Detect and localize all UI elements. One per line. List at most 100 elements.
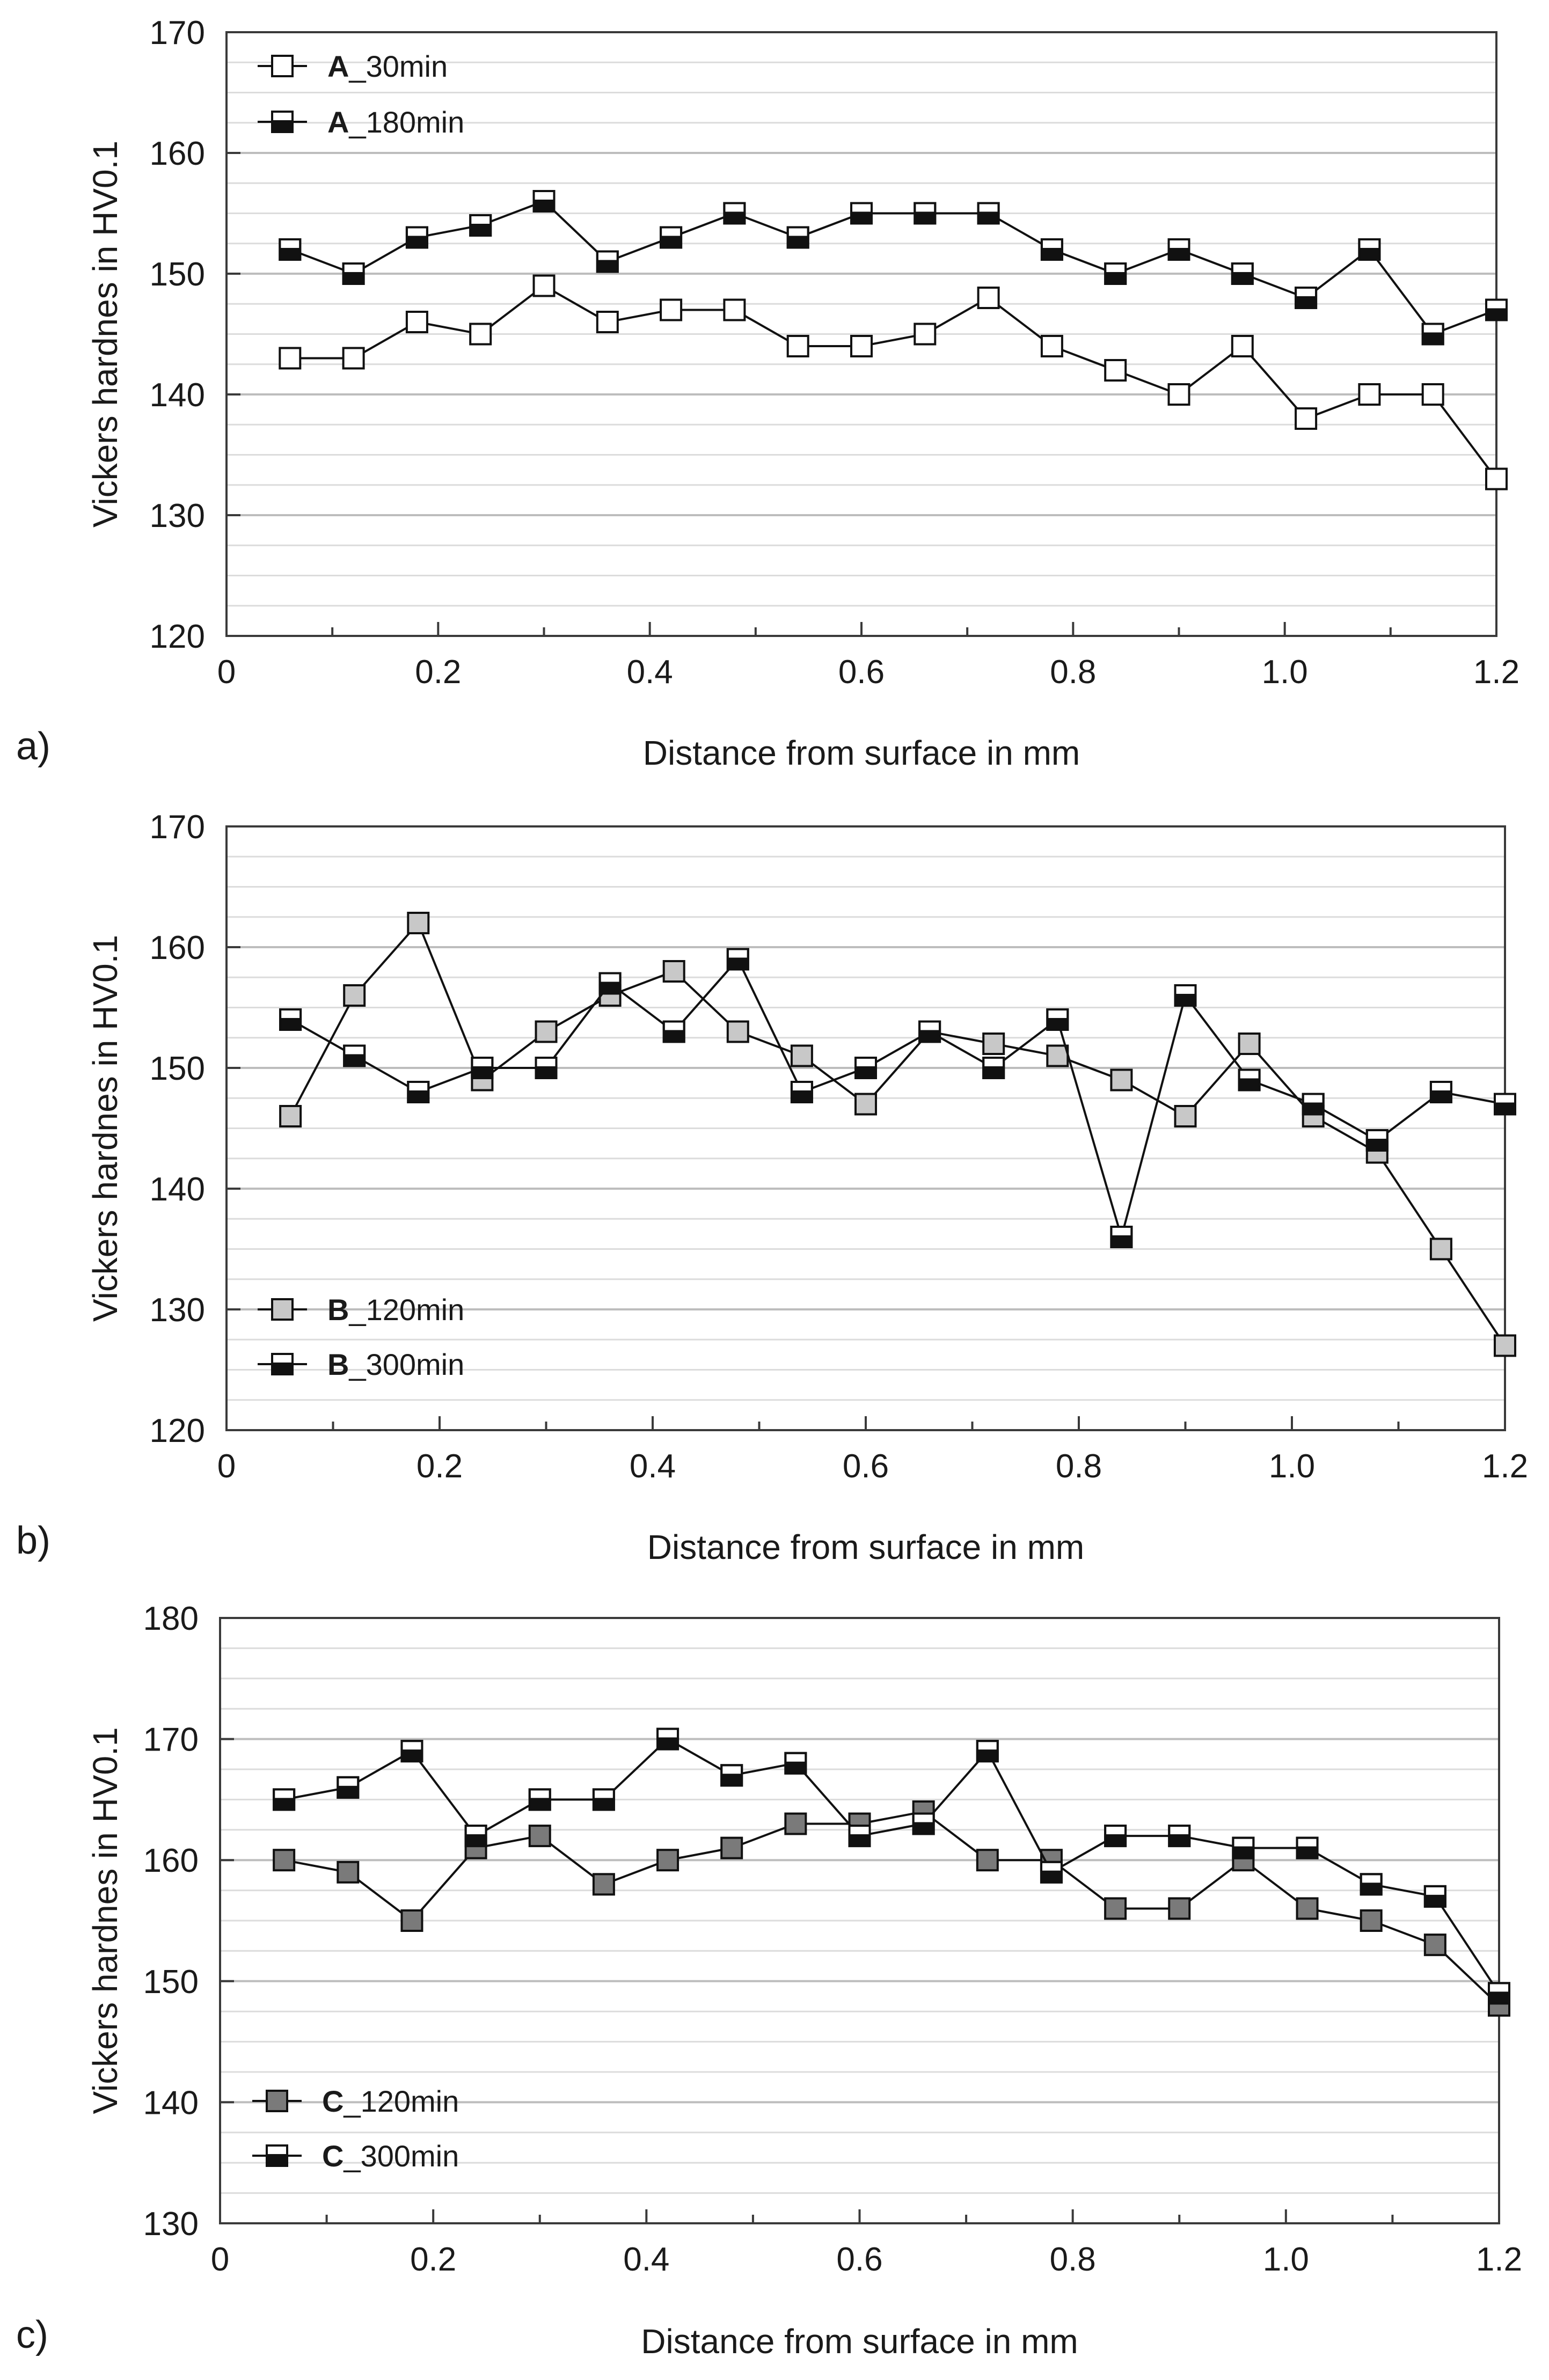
- data-point[interactable]: [1110, 1226, 1133, 1248]
- data-point[interactable]: [469, 214, 492, 237]
- data-point[interactable]: [273, 1788, 296, 1811]
- data-point[interactable]: [1485, 467, 1508, 490]
- data-point[interactable]: [790, 1081, 813, 1103]
- data-point[interactable]: [976, 1849, 999, 1872]
- data-point[interactable]: [976, 1740, 999, 1763]
- data-point[interactable]: [400, 1909, 423, 1932]
- data-point[interactable]: [596, 250, 619, 273]
- data-point[interactable]: [1040, 335, 1063, 357]
- data-point[interactable]: [1295, 407, 1318, 430]
- data-point[interactable]: [914, 202, 937, 225]
- data-point[interactable]: [662, 960, 685, 983]
- data-point[interactable]: [1423, 1934, 1446, 1957]
- data-point[interactable]: [1231, 262, 1254, 285]
- data-point[interactable]: [1358, 238, 1381, 261]
- data-point[interactable]: [848, 1825, 871, 1848]
- data-point[interactable]: [1423, 1885, 1446, 1908]
- data-point[interactable]: [726, 1020, 749, 1043]
- data-point[interactable]: [656, 1727, 679, 1751]
- data-point[interactable]: [469, 323, 492, 346]
- data-point[interactable]: [405, 226, 428, 249]
- data-point[interactable]: [918, 1020, 941, 1043]
- data-point[interactable]: [1232, 1836, 1255, 1859]
- data-point[interactable]: [596, 311, 619, 333]
- data-point[interactable]: [850, 335, 873, 357]
- data-point[interactable]: [598, 972, 622, 995]
- data-point[interactable]: [1295, 287, 1318, 309]
- data-point[interactable]: [912, 1812, 935, 1835]
- data-point[interactable]: [854, 1057, 877, 1079]
- data-point[interactable]: [464, 1825, 487, 1848]
- data-point[interactable]: [854, 1093, 877, 1116]
- data-point[interactable]: [1494, 1334, 1516, 1357]
- data-point[interactable]: [1231, 335, 1254, 357]
- data-point[interactable]: [1168, 1825, 1191, 1848]
- data-point[interactable]: [660, 298, 683, 321]
- data-point[interactable]: [532, 190, 556, 213]
- data-point[interactable]: [279, 1105, 302, 1127]
- data-point[interactable]: [337, 1861, 360, 1884]
- data-point[interactable]: [662, 1020, 685, 1043]
- data-point[interactable]: [1296, 1836, 1319, 1859]
- data-point[interactable]: [535, 1020, 558, 1043]
- data-point[interactable]: [1360, 1909, 1383, 1932]
- data-point[interactable]: [786, 226, 809, 249]
- data-point[interactable]: [528, 1788, 551, 1811]
- data-point[interactable]: [1365, 1129, 1389, 1152]
- data-point[interactable]: [784, 1812, 807, 1835]
- data-point[interactable]: [342, 262, 365, 285]
- data-point[interactable]: [1238, 1068, 1261, 1092]
- data-point[interactable]: [1046, 1044, 1069, 1067]
- data-point[interactable]: [977, 202, 1000, 225]
- data-point[interactable]: [1168, 1897, 1191, 1920]
- data-point[interactable]: [1167, 238, 1190, 261]
- data-point[interactable]: [982, 1057, 1005, 1079]
- data-point[interactable]: [1238, 1032, 1261, 1055]
- data-point[interactable]: [726, 948, 749, 971]
- data-point[interactable]: [784, 1752, 807, 1775]
- data-point[interactable]: [660, 226, 683, 249]
- data-point[interactable]: [850, 202, 873, 225]
- data-point[interactable]: [1167, 383, 1190, 406]
- data-point[interactable]: [723, 202, 746, 225]
- data-point[interactable]: [342, 347, 365, 370]
- data-point[interactable]: [656, 1849, 679, 1872]
- data-point[interactable]: [343, 1044, 366, 1067]
- data-point[interactable]: [279, 347, 302, 370]
- data-point[interactable]: [1421, 323, 1444, 346]
- data-point[interactable]: [279, 238, 302, 261]
- data-point[interactable]: [977, 287, 1000, 309]
- data-point[interactable]: [405, 311, 428, 333]
- data-point[interactable]: [723, 298, 746, 321]
- data-point[interactable]: [720, 1764, 743, 1787]
- data-point[interactable]: [343, 984, 366, 1007]
- data-point[interactable]: [1104, 1825, 1127, 1848]
- data-point[interactable]: [471, 1057, 494, 1079]
- data-point[interactable]: [1485, 298, 1508, 321]
- data-point[interactable]: [1429, 1237, 1452, 1261]
- data-point[interactable]: [407, 912, 430, 934]
- data-point[interactable]: [337, 1776, 360, 1799]
- data-point[interactable]: [1429, 1081, 1452, 1103]
- data-point[interactable]: [1174, 984, 1197, 1007]
- data-point[interactable]: [786, 335, 809, 357]
- data-point[interactable]: [535, 1057, 558, 1079]
- data-point[interactable]: [1494, 1093, 1516, 1116]
- data-point[interactable]: [1040, 238, 1063, 261]
- data-point[interactable]: [1358, 383, 1381, 406]
- data-point[interactable]: [720, 1836, 743, 1859]
- data-point[interactable]: [1421, 383, 1444, 406]
- data-point[interactable]: [592, 1788, 615, 1811]
- data-point[interactable]: [1302, 1093, 1325, 1116]
- data-point[interactable]: [1174, 1105, 1197, 1127]
- data-point[interactable]: [592, 1873, 615, 1896]
- data-point[interactable]: [982, 1032, 1005, 1055]
- data-point[interactable]: [400, 1740, 423, 1763]
- data-point[interactable]: [1296, 1897, 1319, 1920]
- data-point[interactable]: [1104, 1897, 1127, 1920]
- data-point[interactable]: [790, 1044, 813, 1067]
- data-point[interactable]: [1110, 1068, 1133, 1092]
- data-point[interactable]: [273, 1849, 296, 1872]
- data-point[interactable]: [407, 1081, 430, 1103]
- data-point[interactable]: [914, 323, 937, 346]
